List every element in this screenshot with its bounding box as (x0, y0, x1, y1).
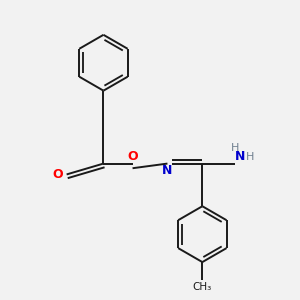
Text: H: H (231, 143, 239, 153)
Text: N: N (162, 164, 172, 177)
Text: N: N (235, 150, 245, 163)
Text: O: O (127, 151, 138, 164)
Text: CH₃: CH₃ (193, 282, 212, 292)
Text: H: H (246, 152, 254, 162)
Text: O: O (53, 168, 63, 181)
